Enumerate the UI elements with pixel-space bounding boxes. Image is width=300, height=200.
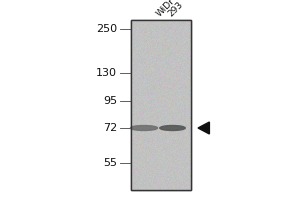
Polygon shape — [198, 122, 209, 134]
Text: 72: 72 — [103, 123, 117, 133]
Text: 95: 95 — [103, 96, 117, 106]
Text: 130: 130 — [96, 68, 117, 78]
Text: 250: 250 — [96, 24, 117, 34]
Text: WiDr: WiDr — [154, 0, 176, 18]
Ellipse shape — [160, 126, 185, 130]
Bar — [130, 20, 190, 190]
Text: 55: 55 — [103, 158, 117, 168]
Text: 293: 293 — [167, 0, 185, 18]
Ellipse shape — [130, 126, 158, 130]
Bar — [130, 20, 190, 190]
